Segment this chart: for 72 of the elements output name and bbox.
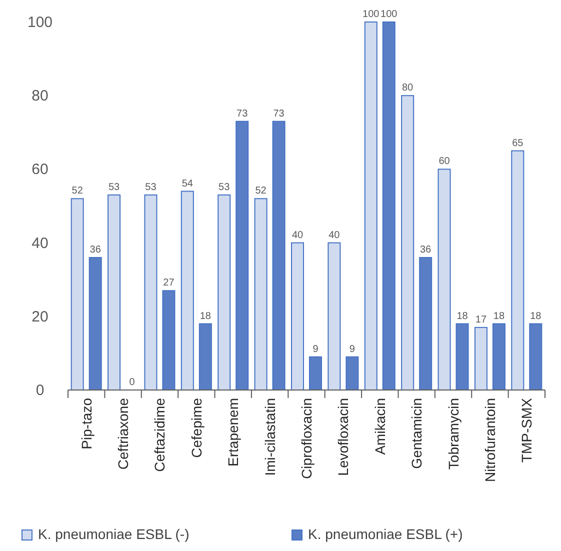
bar (162, 290, 176, 390)
data-label: 53 (145, 182, 157, 193)
data-label: 9 (312, 344, 319, 355)
data-label: 52 (255, 186, 267, 197)
x-tick-label: Ceftazidime (152, 398, 168, 472)
data-label: 54 (182, 178, 194, 190)
bar (236, 120, 249, 390)
x-tick-label: Ceftriaxone (115, 398, 132, 470)
bar (438, 168, 451, 390)
bar (272, 120, 286, 390)
x-tick-label: Imi-cilastatin (262, 398, 278, 476)
bar (291, 242, 304, 390)
y-tick-label: 20 (32, 308, 48, 326)
bar (401, 95, 414, 390)
bar (364, 22, 378, 390)
y-tick-label: 0 (36, 382, 44, 399)
data-label: 40 (328, 230, 340, 241)
x-tick-label: Cefepime (188, 398, 204, 458)
bar (492, 323, 506, 390)
data-label: 27 (163, 278, 175, 289)
data-label: 73 (273, 108, 285, 120)
data-label: 53 (108, 182, 120, 193)
bar (419, 257, 432, 390)
data-label: 80 (402, 82, 414, 94)
x-tick-label: Levofloxacin (335, 398, 352, 476)
bar (309, 356, 322, 390)
data-label: 40 (292, 230, 304, 241)
data-label: 36 (420, 244, 432, 256)
x-tick-label: Amikacin (372, 398, 388, 455)
data-label: 60 (438, 156, 450, 168)
bar (108, 194, 121, 390)
y-tick-label: 60 (32, 161, 48, 178)
bar (218, 194, 231, 390)
x-tick-label: Pip-tazo (78, 398, 94, 450)
y-tick-label: 40 (32, 234, 48, 252)
x-tick-label: Tobramycin (445, 398, 462, 470)
data-label: 52 (72, 186, 84, 197)
bar (88, 257, 102, 390)
bar (144, 194, 158, 390)
bar (180, 190, 194, 390)
data-label: 9 (349, 344, 356, 355)
bar (198, 323, 212, 390)
data-label: 65 (512, 138, 524, 149)
bar (382, 22, 396, 390)
x-tick-label: Ciprofloxacin (298, 398, 314, 479)
data-label: 36 (90, 244, 102, 256)
data-label: 53 (218, 182, 230, 193)
x-tick-label: TMP-SMX (518, 397, 535, 463)
y-tick-label: 80 (32, 88, 48, 105)
data-label: 18 (530, 310, 542, 322)
bar (254, 198, 268, 390)
x-tick-label: Ertapenem (225, 398, 242, 466)
data-label: 18 (456, 310, 468, 322)
bar (474, 326, 488, 390)
bar (511, 150, 524, 390)
y-tick-label: 100 (27, 14, 53, 31)
bar (346, 356, 359, 390)
legend-label: K. pneumoniae ESBL (+) (308, 526, 463, 542)
data-label: 73 (236, 108, 248, 120)
x-tick-label: Gentamicin (408, 398, 425, 469)
data-label: 18 (200, 310, 212, 322)
bar (328, 242, 341, 390)
data-label: 100 (362, 9, 380, 20)
data-label: 100 (380, 9, 398, 20)
bar (70, 198, 84, 390)
legend-label: K. pneumoniae ESBL (-) (38, 526, 190, 542)
data-label: 18 (493, 310, 505, 322)
data-label: 17 (475, 314, 487, 326)
bar (456, 323, 469, 390)
x-tick-label: Nitrofurantoin (482, 398, 498, 482)
bar (529, 323, 542, 390)
data-label: 0 (129, 377, 136, 388)
